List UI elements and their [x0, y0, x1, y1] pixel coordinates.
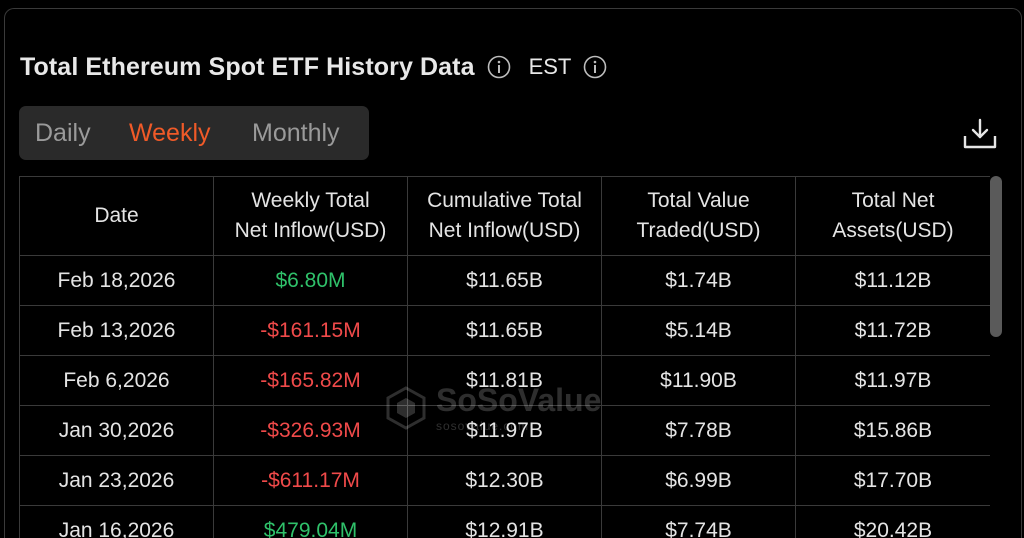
total-value-traded-cell: $7.78B [601, 405, 796, 456]
history-table: Date Weekly Total Net Inflow(USD) Cumulat… [19, 176, 990, 538]
column-header-date[interactable]: Date [19, 176, 214, 256]
table-row[interactable]: Jan 23,2026 -$611.17M $12.30B $6.99B $17.70B [19, 455, 990, 506]
cumulative-net-inflow-cell: $12.91B [407, 505, 602, 538]
weekly-net-inflow-cell: -$161.15M [213, 305, 408, 356]
cumulative-net-inflow-cell: $12.30B [407, 455, 602, 506]
weekly-net-inflow-cell: $479.04M [213, 505, 408, 538]
total-value-traded-cell: $6.99B [601, 455, 796, 506]
download-icon[interactable] [962, 116, 998, 152]
total-net-assets-cell: $17.70B [795, 455, 990, 506]
cumulative-net-inflow-cell: $11.97B [407, 405, 602, 456]
timezone-label: EST [528, 54, 572, 79]
weekly-net-inflow-cell: -$611.17M [213, 455, 408, 506]
table-row[interactable]: Feb 18,2026 $6.80M $11.65B $1.74B $11.12B [19, 255, 990, 306]
total-net-assets-cell: $20.42B [795, 505, 990, 538]
table-body: Feb 18,2026 $6.80M $11.65B $1.74B $11.12B Feb… [19, 255, 990, 538]
total-net-assets-cell: $11.72B [795, 305, 990, 356]
tab-weekly[interactable]: Weekly [129, 119, 211, 147]
table-header-row: Date Weekly Total Net Inflow(USD) Cumulat… [19, 176, 990, 256]
table-row[interactable]: Jan 16,2026 $479.04M $12.91B $7.74B $20.42B [19, 505, 990, 538]
tab-daily[interactable]: Daily [35, 119, 91, 147]
weekly-net-inflow-cell: -$165.82M [213, 355, 408, 406]
date-cell: Feb 18,2026 [19, 255, 214, 306]
panel-frame [4, 8, 1022, 538]
date-cell: Jan 30,2026 [19, 405, 214, 456]
info-circle-icon[interactable] [583, 55, 607, 79]
total-net-assets-cell: $15.86B [795, 405, 990, 456]
date-cell: Feb 13,2026 [19, 305, 214, 356]
weekly-net-inflow-cell: -$326.93M [213, 405, 408, 456]
page-title: Total Ethereum Spot ETF History Data [20, 52, 475, 81]
cumulative-net-inflow-cell: $11.65B [407, 305, 602, 356]
column-header-cumulative-net-inflow[interactable]: Cumulative Total Net Inflow(USD) [407, 176, 602, 256]
table-row[interactable]: Jan 30,2026 -$326.93M $11.97B $7.78B $15.86B [19, 405, 990, 456]
cumulative-net-inflow-cell: $11.81B [407, 355, 602, 406]
info-circle-icon[interactable] [487, 55, 511, 79]
column-header-total-net-assets[interactable]: Total Net Assets(USD) [795, 176, 990, 256]
tab-monthly[interactable]: Monthly [252, 119, 340, 147]
date-cell: Jan 16,2026 [19, 505, 214, 538]
table-row[interactable]: Feb 13,2026 -$161.15M $11.65B $5.14B $11.72B [19, 305, 990, 356]
total-net-assets-cell: $11.12B [795, 255, 990, 306]
total-value-traded-cell: $1.74B [601, 255, 796, 306]
date-cell: Jan 23,2026 [19, 455, 214, 506]
total-value-traded-cell: $11.90B [601, 355, 796, 406]
column-header-total-value-traded[interactable]: Total Value Traded(USD) [601, 176, 796, 256]
header: Total Ethereum Spot ETF History Data EST [20, 48, 607, 86]
table-scrollbar[interactable] [990, 176, 1002, 538]
cumulative-net-inflow-cell: $11.65B [407, 255, 602, 306]
total-value-traded-cell: $5.14B [601, 305, 796, 356]
total-value-traded-cell: $7.74B [601, 505, 796, 538]
history-table-container[interactable]: Date Weekly Total Net Inflow(USD) Cumulat… [19, 176, 990, 538]
column-header-weekly-net-inflow[interactable]: Weekly Total Net Inflow(USD) [213, 176, 408, 256]
total-net-assets-cell: $11.97B [795, 355, 990, 406]
scrollbar-thumb[interactable] [990, 176, 1002, 337]
date-cell: Feb 6,2026 [19, 355, 214, 406]
period-selector: Daily Weekly Monthly [19, 106, 369, 160]
weekly-net-inflow-cell: $6.80M [213, 255, 408, 306]
table-row[interactable]: Feb 6,2026 -$165.82M $11.81B $11.90B $11.97B [19, 355, 990, 406]
